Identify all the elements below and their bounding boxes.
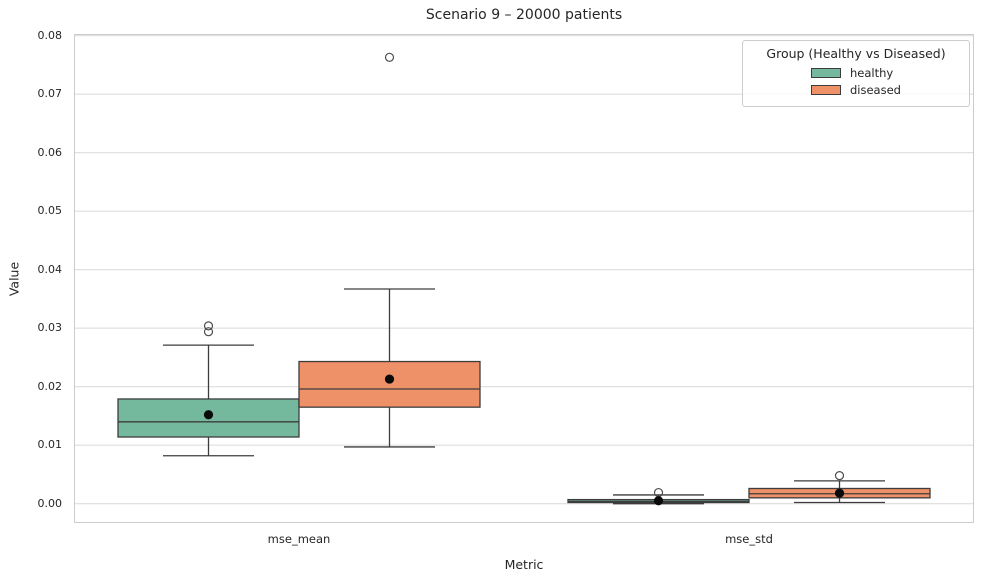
legend-label-healthy: healthy <box>850 66 894 80</box>
y-tick-label: 0.07 <box>37 87 63 101</box>
mean-point <box>834 488 845 498</box>
healthy-swatch-icon <box>811 68 841 78</box>
y-tick-label: 0.06 <box>37 145 63 159</box>
y-tick-label: 0.05 <box>37 204 63 218</box>
x-tick-label-mse-std: mse_std <box>725 532 773 546</box>
y-tick-label: 0.03 <box>37 321 63 335</box>
plot-area-border <box>74 34 974 523</box>
x-tick-label-mse-mean: mse_mean <box>267 532 331 546</box>
x-axis-label: Metric <box>504 557 544 572</box>
outlier-point <box>384 52 395 62</box>
legend-title: Group (Healthy vs Diseased) <box>766 46 946 61</box>
mean-point <box>653 496 664 506</box>
y-tick-label: 0.08 <box>37 28 63 42</box>
mean-point <box>203 410 214 420</box>
y-tick-label: 0.02 <box>37 379 63 393</box>
legend-entry-diseased: diseased <box>811 84 901 96</box>
legend-rows: healthy diseased <box>811 62 901 96</box>
outlier-point <box>203 321 214 331</box>
legend-entry-healthy: healthy <box>811 67 901 79</box>
outlier-point <box>834 471 845 481</box>
chart-title: Scenario 9 – 20000 patients <box>425 7 623 23</box>
y-tick-label: 0.01 <box>37 438 63 452</box>
box-diseased-mse_mean <box>298 360 481 408</box>
legend-label-diseased: diseased <box>850 83 901 97</box>
y-tick-label: 0.00 <box>37 496 63 510</box>
mean-point <box>384 374 395 384</box>
legend: Group (Healthy vs Diseased) healthy dise… <box>742 40 970 107</box>
diseased-swatch-icon <box>811 85 841 95</box>
outlier-point <box>203 327 214 337</box>
y-tick-label: 0.04 <box>37 262 63 276</box>
